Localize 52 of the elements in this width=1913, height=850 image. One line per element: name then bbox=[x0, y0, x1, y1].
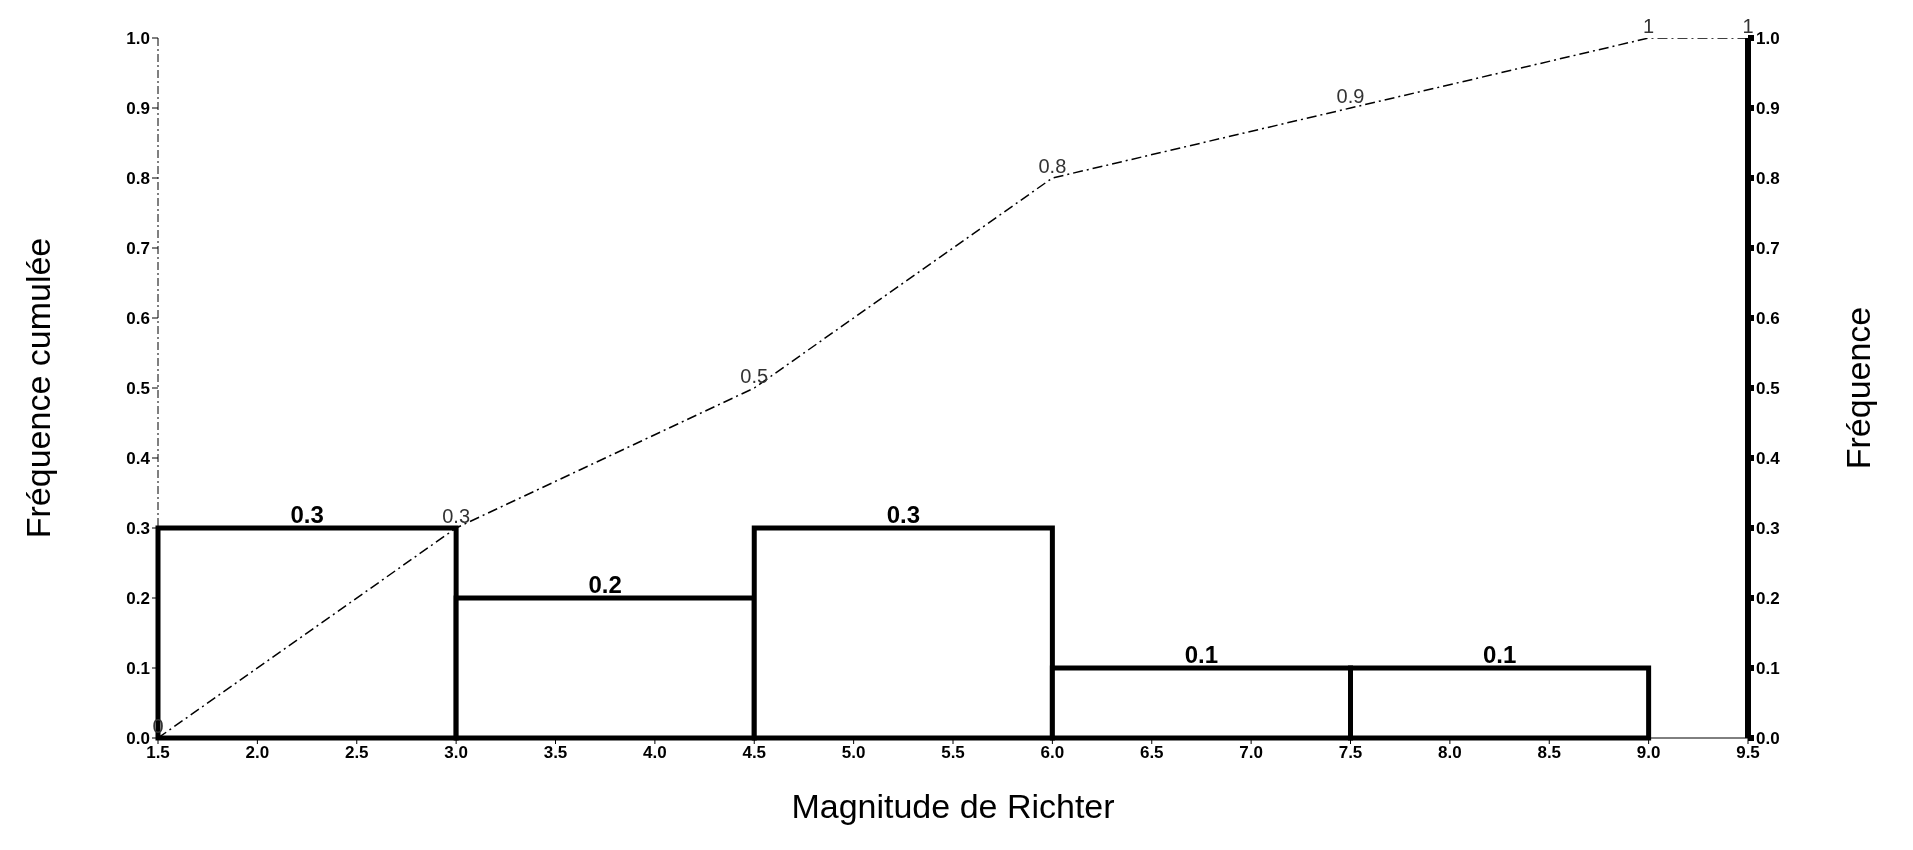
y2-tick-label: 0.7 bbox=[1756, 239, 1780, 259]
x-tick-label: 5.5 bbox=[941, 743, 965, 763]
y-tick-label: 0.3 bbox=[126, 519, 150, 539]
data-label: 0.5 bbox=[740, 365, 769, 387]
y2-tick-label: 1.0 bbox=[1756, 29, 1780, 49]
x-tick-label: 3.0 bbox=[444, 743, 468, 763]
data-label: 0.1 bbox=[1482, 641, 1517, 668]
data-label: 0.3 bbox=[442, 505, 471, 527]
x-tick-label: 6.5 bbox=[1139, 743, 1164, 763]
data-label: 0.2 bbox=[588, 571, 622, 598]
y-tick-label: 0.9 bbox=[126, 99, 150, 119]
x-tick-label: 2.5 bbox=[344, 743, 369, 763]
y-tick-label: 0.4 bbox=[126, 449, 151, 469]
x-tick-label: 6.0 bbox=[1040, 743, 1065, 763]
y2-tick-label: 0.2 bbox=[1756, 589, 1780, 609]
x-tick-label: 7.5 bbox=[1338, 743, 1363, 763]
x-tick-label: 1.5 bbox=[146, 743, 170, 763]
y-tick-label: 0.5 bbox=[126, 379, 150, 399]
x-tick-label: 9.5 bbox=[1736, 743, 1760, 763]
x-tick-label: 9.0 bbox=[1636, 743, 1661, 763]
y2-tick-label: 0.4 bbox=[1756, 449, 1781, 469]
y-tick-label: 0.1 bbox=[126, 659, 150, 679]
data-label: 0.9 bbox=[1336, 85, 1365, 107]
data-label: 1 bbox=[1643, 15, 1655, 37]
y-tick-label: 0.8 bbox=[126, 169, 150, 189]
y2-tick-label: 0.5 bbox=[1756, 379, 1780, 399]
y2-tick-label: 0.6 bbox=[1756, 309, 1780, 329]
x-tick-label: 8.0 bbox=[1438, 743, 1462, 763]
x-tick-label: 5.0 bbox=[841, 743, 866, 763]
y-tick-label: 0.7 bbox=[126, 239, 150, 259]
y-axis-title: Fréquence cumulée bbox=[19, 237, 58, 539]
y2-tick-label: 0.3 bbox=[1756, 519, 1780, 539]
y-tick-label: 0.6 bbox=[126, 309, 150, 329]
data-label: 0.1 bbox=[1184, 641, 1219, 668]
data-label: 0.3 bbox=[886, 501, 920, 528]
x-tick-label: 4.5 bbox=[742, 743, 767, 763]
x-tick-label: 2.0 bbox=[245, 743, 270, 763]
y-tick-label: 0.2 bbox=[126, 589, 150, 609]
y2-axis-title: Fréquence bbox=[1839, 306, 1878, 470]
y2-tick-label: 0.8 bbox=[1756, 169, 1780, 189]
x-tick-label: 8.5 bbox=[1537, 743, 1562, 763]
data-label: 0.3 bbox=[290, 501, 324, 528]
data-label: 0 bbox=[152, 715, 164, 737]
x-axis-title: Magnitude de Richter bbox=[791, 787, 1115, 825]
y2-tick-label: 0.1 bbox=[1756, 659, 1780, 679]
data-label: 1 bbox=[1742, 15, 1754, 37]
data-label: 0.8 bbox=[1038, 155, 1067, 177]
x-tick-label: 3.5 bbox=[543, 743, 568, 763]
y-tick-label: 1.0 bbox=[126, 29, 150, 49]
y2-tick-label: 0.9 bbox=[1756, 99, 1780, 119]
x-tick-label: 7.0 bbox=[1239, 743, 1263, 763]
x-tick-label: 4.0 bbox=[643, 743, 667, 763]
